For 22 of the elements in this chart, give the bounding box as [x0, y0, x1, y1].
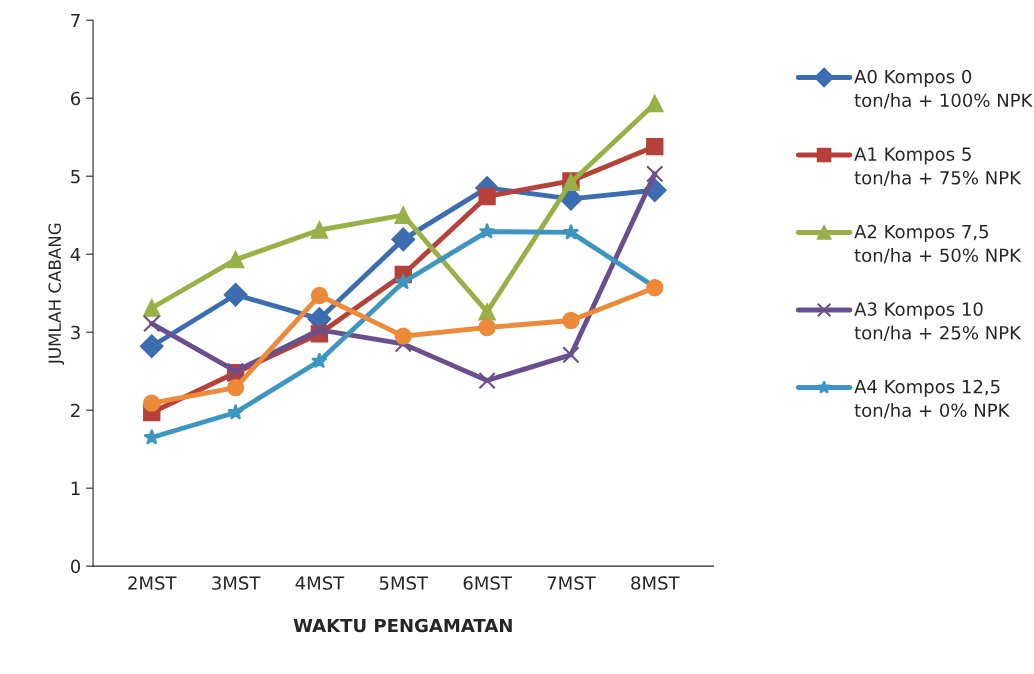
legend-label: A4 Kompos 12,5 ton/ha + 0% NPK: [854, 379, 1010, 419]
y-tick-label: 3: [71, 325, 80, 340]
y-tick-label: 5: [71, 169, 80, 184]
x-tick-label: 3MST: [212, 576, 261, 590]
y-tick-label: 7: [71, 13, 80, 28]
x-tick-label: 4MST: [295, 576, 345, 590]
y-tick-label: 4: [70, 247, 81, 262]
x-axis-title: WAKTU PENGAMATAN: [293, 618, 512, 633]
x-tick-label: 5MST: [379, 576, 429, 590]
y-tick-label: 6: [71, 91, 81, 106]
y-axis-title: JUMLAH CABANG: [48, 223, 65, 365]
legend-label: A3 Kompos 10 ton/ha + 25% NPK: [854, 302, 1022, 341]
y-tick-label: 0: [70, 559, 81, 574]
x-tick-label: 6MST: [463, 576, 512, 590]
x-tick-label: 8MST: [631, 576, 680, 590]
legend-label: A2 Kompos 7,5 ton/ha + 50% NPK: [854, 224, 1022, 264]
y-tick-label: 2: [71, 403, 80, 418]
y-tick-label: 1: [71, 481, 80, 496]
legend-label: A1 Kompos 5 ton/ha + 75% NPK: [854, 147, 1022, 186]
legend-label: A0 Kompos 0 ton/ha + 100% NPK: [854, 69, 1033, 109]
x-tick-label: 2MST: [128, 576, 177, 590]
x-tick-label: 7MST: [547, 576, 596, 590]
